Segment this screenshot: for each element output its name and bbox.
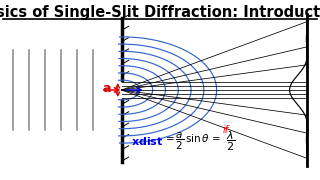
Text: $\bf{xdist}$: $\bf{xdist}$ — [131, 135, 164, 147]
Text: if: if — [222, 125, 228, 135]
Text: $\dfrac{\lambda}{2}$: $\dfrac{\lambda}{2}$ — [226, 130, 235, 153]
Text: Basics of Single-Slit Diffraction: Introduction: Basics of Single-Slit Diffraction: Intro… — [0, 4, 320, 19]
Text: a: a — [103, 82, 111, 95]
Text: $= \dfrac{a}{2}\,\sin\theta\,=$: $= \dfrac{a}{2}\,\sin\theta\,=$ — [163, 131, 222, 152]
